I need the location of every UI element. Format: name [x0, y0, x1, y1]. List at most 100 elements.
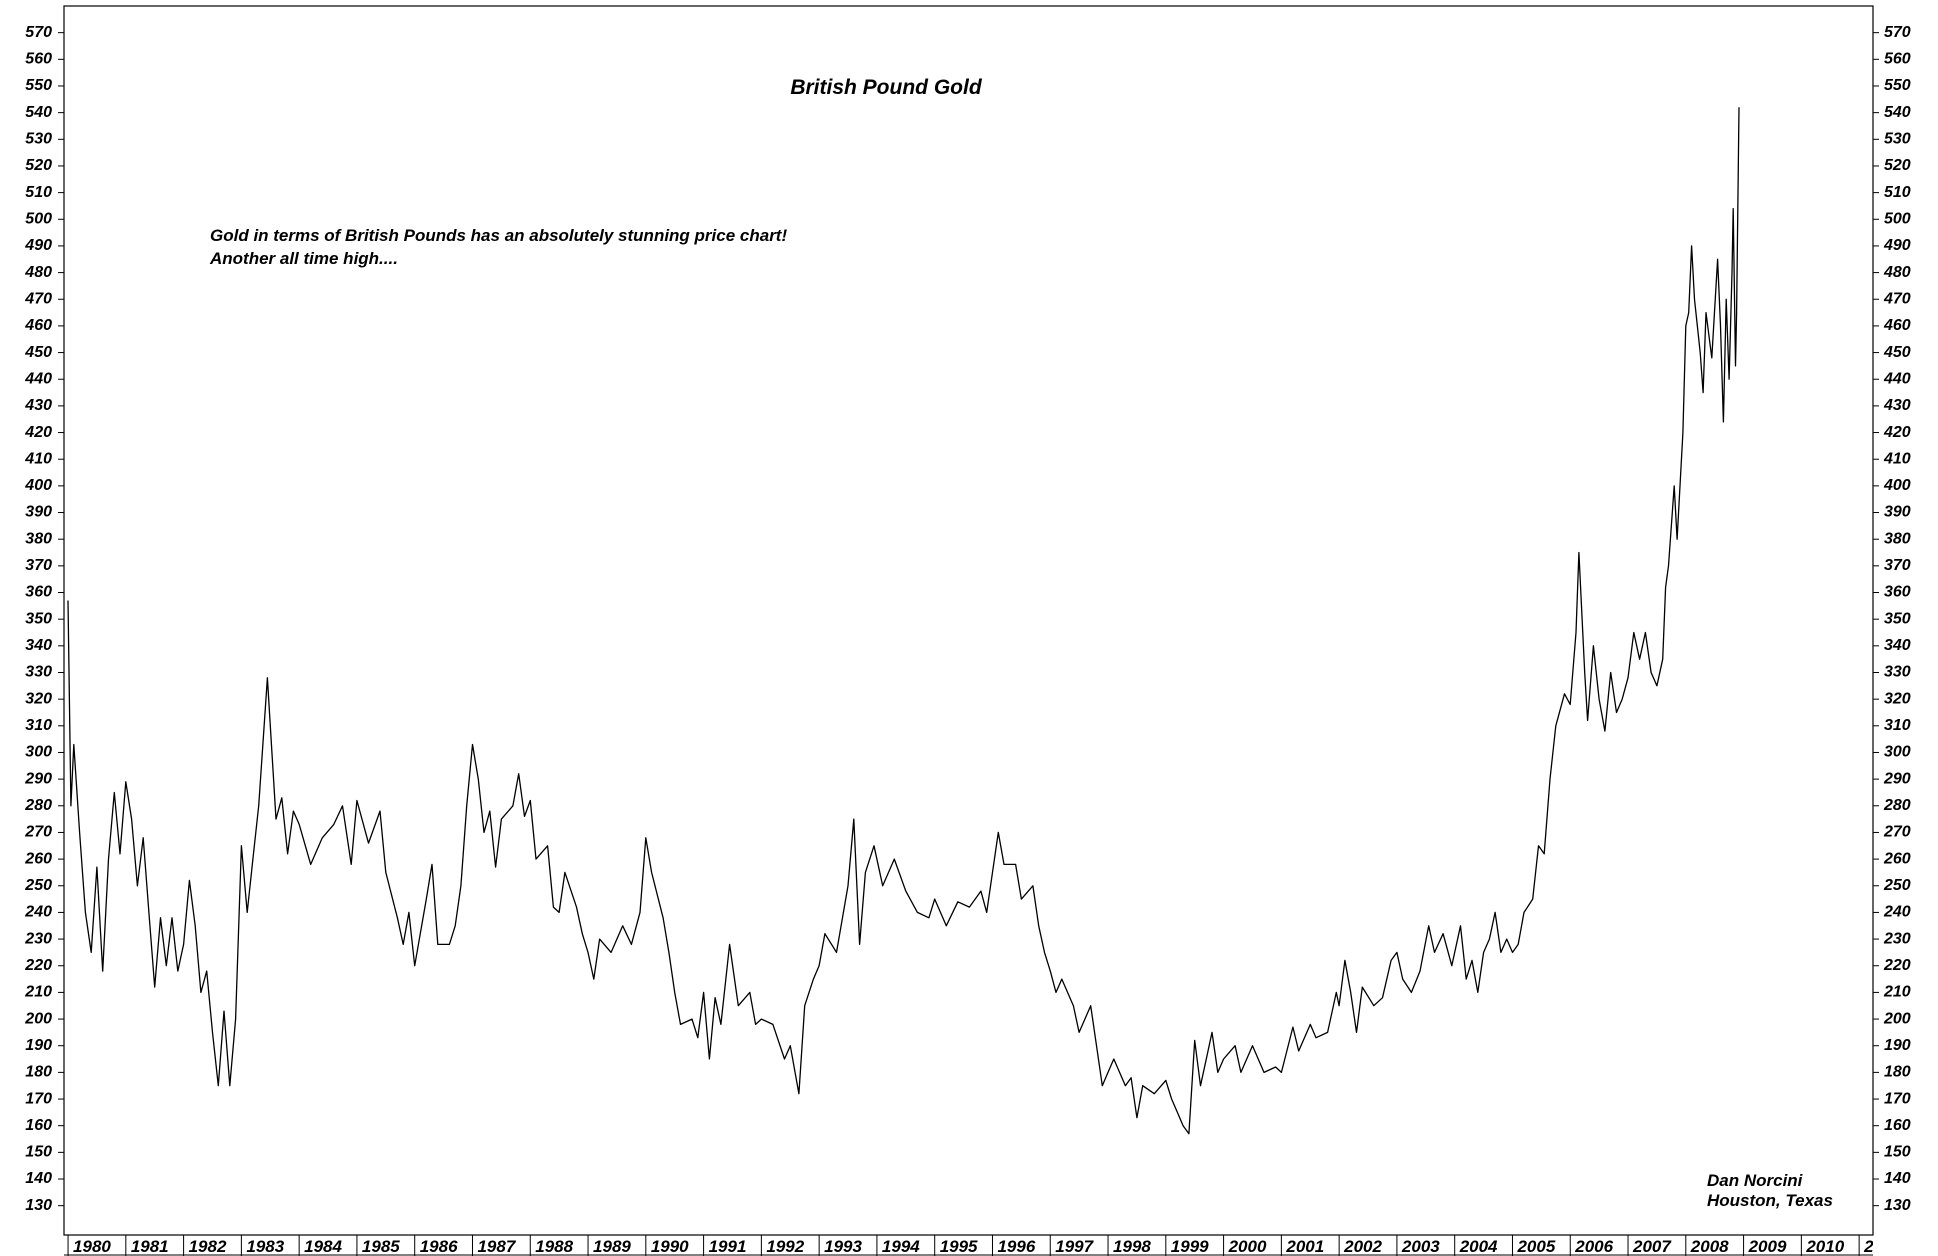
y2-tick-label: 420	[1883, 424, 1911, 441]
y2-tick-label: 240	[1883, 904, 1911, 921]
y-tick-label: 410	[24, 450, 52, 467]
y-tick-label: 270	[24, 824, 52, 841]
x-tick-label: 2000	[1228, 1237, 1267, 1256]
y2-tick-label: 270	[1883, 824, 1911, 841]
y-tick-label: 540	[25, 104, 52, 121]
y2-tick-label: 430	[1883, 397, 1911, 414]
x-tick-label: 2003	[1401, 1237, 1440, 1256]
y-tick-label: 180	[25, 1064, 52, 1081]
x-tick-label: 1987	[477, 1237, 516, 1256]
x-tick-label: 1983	[246, 1237, 284, 1256]
y2-tick-label: 510	[1884, 184, 1911, 201]
y-tick-label: 570	[25, 24, 52, 41]
x-tick-label: 1984	[304, 1237, 342, 1256]
y2-tick-label: 450	[1883, 344, 1911, 361]
y2-tick-label: 330	[1884, 664, 1911, 681]
y-tick-label: 160	[25, 1117, 52, 1134]
y2-tick-label: 200	[1883, 1010, 1911, 1027]
chart-title: British Pound Gold	[790, 76, 982, 99]
y-tick-label: 510	[25, 184, 52, 201]
y-tick-label: 560	[25, 51, 52, 68]
y2-tick-label: 470	[1883, 290, 1911, 307]
x-tick-label: 2001	[1285, 1237, 1324, 1256]
x-tick-label: 1982	[189, 1237, 227, 1256]
y-tick-label: 360	[25, 584, 52, 601]
y-tick-label: 140	[25, 1170, 52, 1187]
y-tick-label: 240	[24, 904, 52, 921]
x-tick-label: 1998	[1113, 1237, 1151, 1256]
y-tick-label: 220	[24, 957, 52, 974]
x-tick-label: 1997	[1055, 1237, 1094, 1256]
y2-tick-label: 550	[1884, 77, 1911, 94]
y-tick-label: 350	[25, 610, 52, 627]
y2-tick-label: 360	[1884, 584, 1911, 601]
y-tick-label: 490	[24, 237, 52, 254]
x-tick-label: 1980	[73, 1237, 111, 1256]
y-tick-label: 500	[25, 210, 52, 227]
y2-tick-label: 190	[1884, 1037, 1911, 1054]
x-axis: 1980 1981 1982 1983 1984 1985 1986 1987 1988 1989…	[67, 1235, 1873, 1256]
y2-tick-label: 520	[1884, 157, 1911, 174]
y2-tick-label: 340	[1884, 637, 1911, 654]
y2-tick-label: 380	[1884, 530, 1911, 547]
y-tick-label: 280	[24, 797, 52, 814]
x-tick-label: 1991	[709, 1237, 747, 1256]
y-tick-label: 330	[25, 664, 52, 681]
y-tick-label: 210	[24, 984, 52, 1001]
y-tick-label: 290	[24, 770, 52, 787]
plot-frame	[63, 5, 1874, 1236]
plot-area	[67, 107, 1740, 1135]
y-tick-label: 450	[24, 344, 52, 361]
y2-tick-label: 260	[1883, 850, 1911, 867]
x-tick-label: 2004	[1459, 1237, 1498, 1256]
x-tick-label: 1995	[940, 1237, 978, 1256]
x-tick-label: 1985	[362, 1237, 400, 1256]
annotation: Gold in terms of British Pounds has an a…	[210, 226, 787, 245]
y-tick-label: 530	[25, 131, 52, 148]
y2-tick-label: 310	[1884, 717, 1911, 734]
y-tick-label: 340	[25, 637, 52, 654]
x-tick-label: 1992	[766, 1237, 804, 1256]
y2-tick-label: 490	[1883, 237, 1911, 254]
y-tick-label: 430	[24, 397, 52, 414]
signature: Dan Norcini	[1707, 1171, 1804, 1190]
y-tick-label: 200	[24, 1010, 52, 1027]
y2-tick-label: 390	[1884, 504, 1911, 521]
x-tick-label: 2007	[1632, 1237, 1672, 1256]
x-tick-label: 2005	[1516, 1237, 1555, 1256]
y-tick-label: 230	[24, 930, 52, 947]
y2-tick-label: 460	[1883, 317, 1911, 334]
y-tick-label: 480	[24, 264, 52, 281]
x-tick-label: 1999	[1171, 1237, 1209, 1256]
y-tick-label: 130	[25, 1197, 52, 1214]
y2-tick-label: 400	[1883, 477, 1911, 494]
y2-tick-label: 440	[1883, 370, 1911, 387]
x-tick-label: 1993	[824, 1237, 862, 1256]
y-tick-label: 150	[25, 1144, 52, 1161]
y-tick-label: 300	[25, 744, 52, 761]
y-tick-label: 470	[24, 290, 52, 307]
y2-tick-label: 130	[1884, 1197, 1911, 1214]
annotation: Another all time high....	[209, 249, 398, 268]
x-tick-label: 1986	[420, 1237, 458, 1256]
y2-tick-label: 540	[1884, 104, 1911, 121]
y-tick-label: 420	[24, 424, 52, 441]
x-tick-label: 1989	[593, 1237, 631, 1256]
y2-tick-label: 220	[1883, 957, 1911, 974]
y2-tick-label: 180	[1884, 1064, 1911, 1081]
y-tick-label: 460	[24, 317, 52, 334]
y2-tick-label: 210	[1883, 984, 1911, 1001]
x-tick-label: 1988	[535, 1237, 573, 1256]
y2-tick-label: 160	[1884, 1117, 1911, 1134]
y-tick-label: 320	[25, 690, 52, 707]
y2-tick-label: 500	[1884, 210, 1911, 227]
y-tick-label: 250	[24, 877, 52, 894]
y2-tick-label: 570	[1884, 24, 1911, 41]
x-tick-label: 1990	[651, 1237, 689, 1256]
y2-tick-label: 300	[1884, 744, 1911, 761]
x-tick-label: 2010	[1805, 1237, 1844, 1256]
x-tick-label: 1996	[997, 1237, 1035, 1256]
y2-tick-label: 290	[1883, 770, 1911, 787]
y-tick-label: 380	[25, 530, 52, 547]
price-line	[67, 107, 1740, 1135]
